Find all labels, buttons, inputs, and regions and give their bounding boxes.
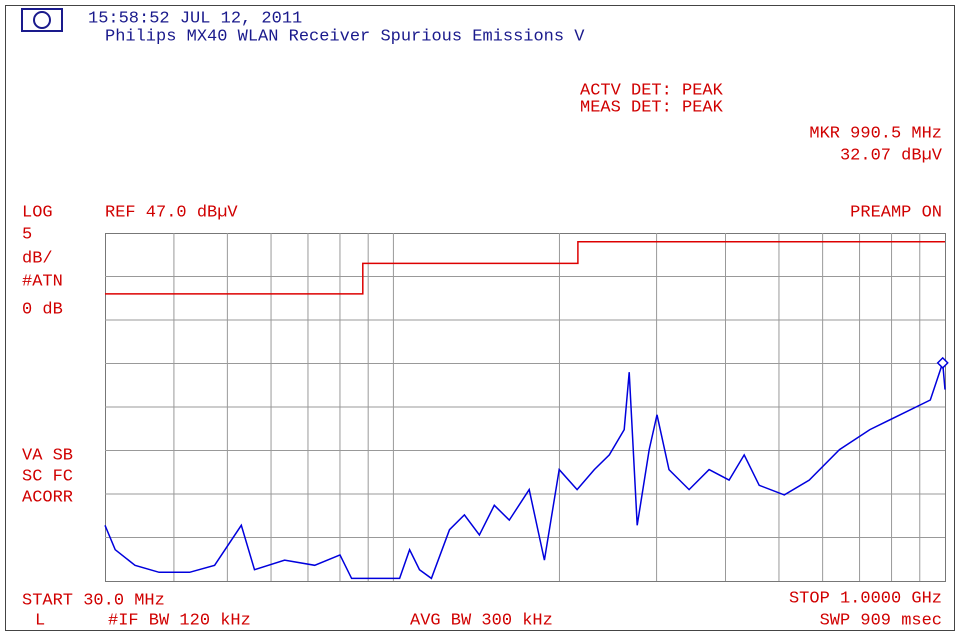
marker <box>936 356 949 369</box>
hp-logo-circle <box>33 11 51 29</box>
trace <box>104 362 946 580</box>
side-label: #ATN <box>22 272 63 291</box>
side-label: ACORR <box>22 488 73 507</box>
screen-title: Philips MX40 WLAN Receiver Spurious Emis… <box>105 27 585 46</box>
side-label: LOG <box>22 203 53 222</box>
marker-frequency: MKR 990.5 MHz <box>809 124 942 143</box>
mode: L <box>35 611 45 630</box>
side-label: 0 dB <box>22 300 63 319</box>
side-label: SC FC <box>22 467 73 486</box>
side-label: 5 <box>22 225 32 244</box>
avg-bandwidth: AVG BW 300 kHz <box>410 611 553 630</box>
side-label: dB/ <box>22 249 53 268</box>
start-frequency: START 30.0 MHz <box>22 591 165 610</box>
limit-line <box>105 240 945 295</box>
timestamp: 15:58:52 JUL 12, 2011 <box>88 9 302 28</box>
preamp: PREAMP ON <box>850 203 942 222</box>
reference-level: REF 47.0 dBµV <box>105 203 238 222</box>
sweep-time: SWP 909 msec <box>820 611 942 630</box>
active-detector: ACTV DET: PEAK <box>580 81 724 100</box>
side-label: VA SB <box>22 446 73 465</box>
frame <box>5 5 955 631</box>
hp-logo <box>21 8 63 32</box>
measure-detector: MEAS DET: PEAK <box>580 98 724 117</box>
stop-frequency: STOP 1.0000 GHz <box>789 589 942 608</box>
if-bandwidth: #IF BW 120 kHz <box>108 611 251 630</box>
marker-level: 32.07 dBµV <box>840 146 943 165</box>
